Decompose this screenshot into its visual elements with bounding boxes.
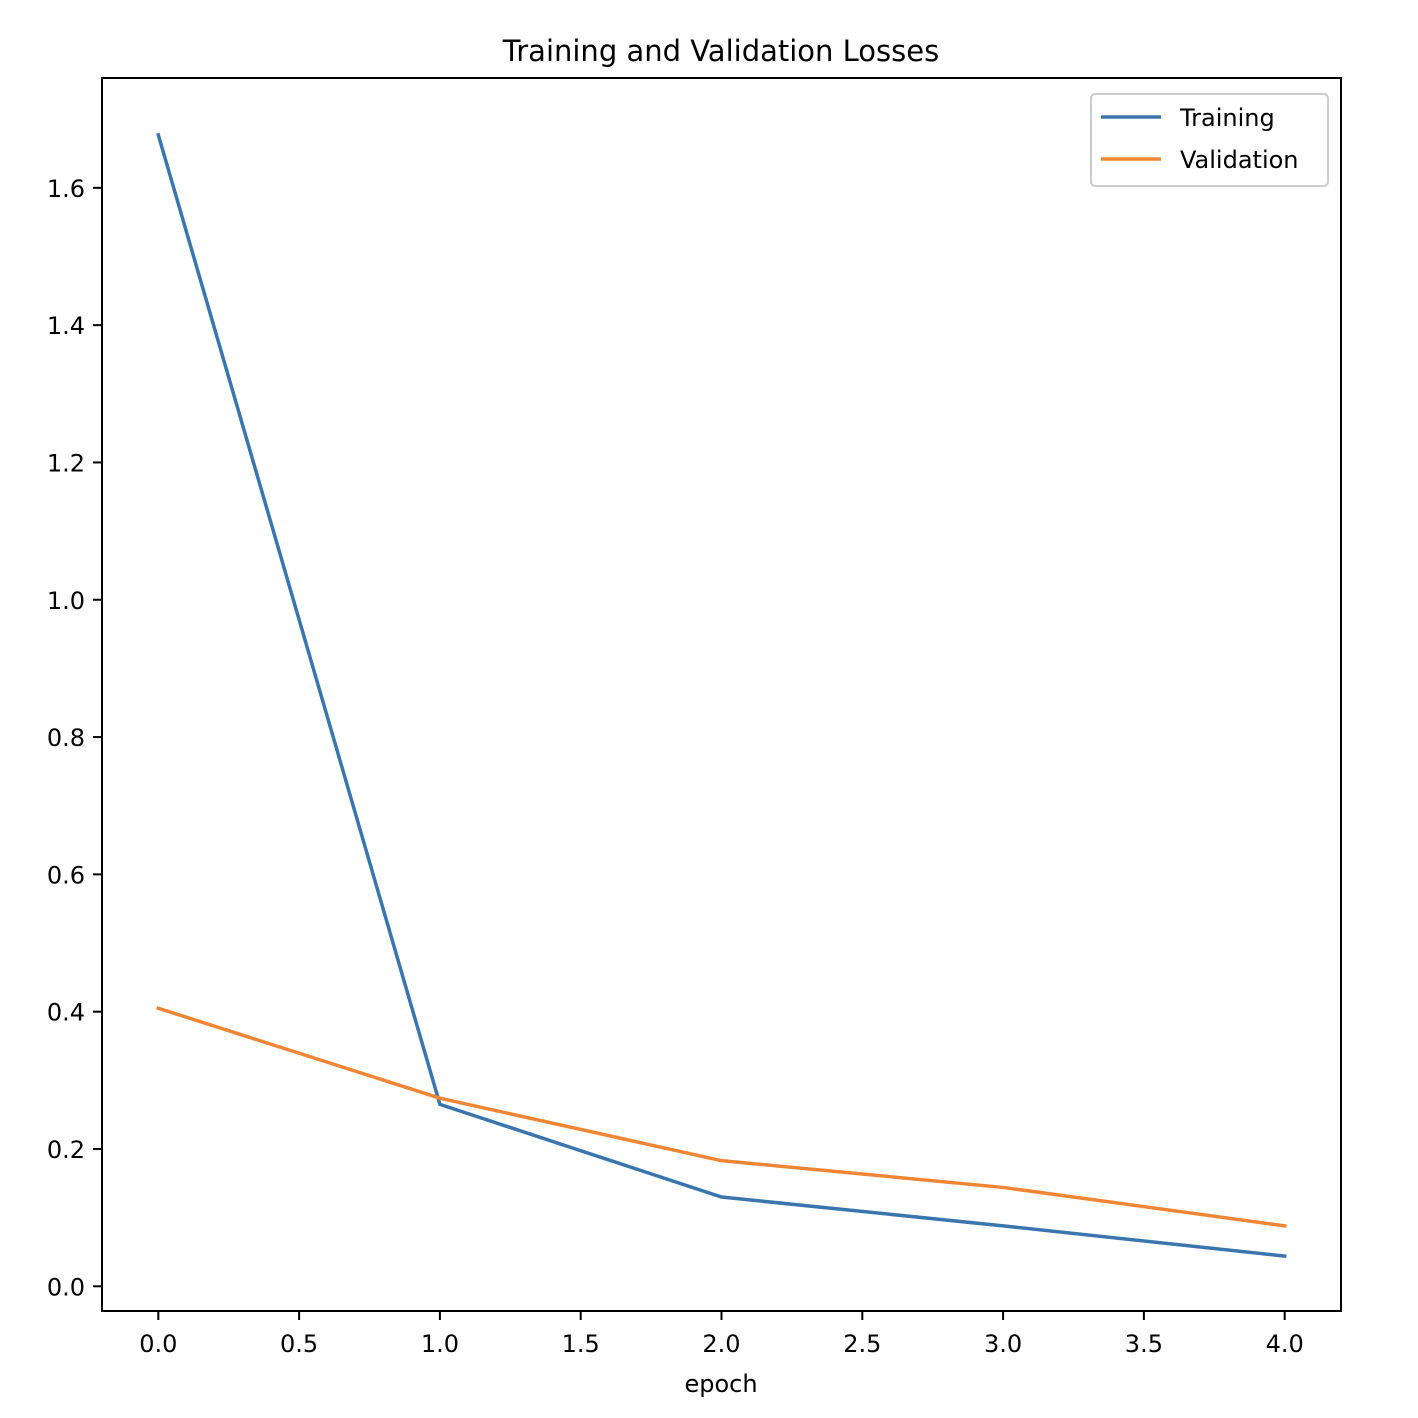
y-tick-label: 0.2 xyxy=(47,1136,85,1164)
x-tick-label: 1.5 xyxy=(562,1330,600,1358)
y-tick-label: 1.4 xyxy=(47,312,85,340)
y-tick-label: 0.4 xyxy=(47,999,85,1027)
x-tick-label: 2.0 xyxy=(702,1330,740,1358)
x-tick-label: 3.0 xyxy=(984,1330,1022,1358)
y-tick-label: 1.2 xyxy=(47,449,85,477)
legend-label-validation: Validation xyxy=(1180,146,1299,174)
y-tick-label: 1.0 xyxy=(47,587,85,615)
x-tick-label: 4.0 xyxy=(1266,1330,1304,1358)
x-tick-label: 0.5 xyxy=(280,1330,318,1358)
x-axis: 0.0 0.5 1.0 1.5 2.0 2.5 3.0 3.5 4.0 xyxy=(139,1311,1304,1358)
x-tick-label: 3.5 xyxy=(1125,1330,1163,1358)
x-tick-label: 0.0 xyxy=(139,1330,177,1358)
y-tick-label: 0.0 xyxy=(47,1273,85,1301)
x-axis-label: epoch xyxy=(684,1370,757,1398)
legend: Training Validation xyxy=(1090,93,1329,187)
plot-frame xyxy=(101,77,1342,1312)
series-line-validation xyxy=(156,1006,1287,1228)
y-tick-label: 0.8 xyxy=(47,724,85,752)
x-tick-label: 2.5 xyxy=(843,1330,881,1358)
chart-title: Training and Validation Losses xyxy=(502,34,939,68)
series-line-training xyxy=(156,132,1287,1259)
x-tick-label: 1.0 xyxy=(421,1330,459,1358)
y-axis: 0.0 0.2 0.4 0.6 0.8 1.0 1.2 1.4 1.6 xyxy=(47,175,102,1301)
series-layer xyxy=(156,132,1287,1259)
y-tick-label: 0.6 xyxy=(47,861,85,889)
legend-label-training: Training xyxy=(1179,104,1275,132)
legend-entries: Training Validation xyxy=(1101,104,1299,174)
y-tick-label: 1.6 xyxy=(47,175,85,203)
